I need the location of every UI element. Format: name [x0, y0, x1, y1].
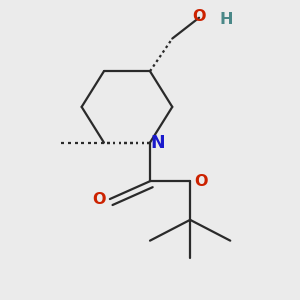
Text: N: N: [150, 134, 165, 152]
Text: O: O: [192, 9, 206, 24]
Text: H: H: [219, 12, 232, 27]
Text: O: O: [93, 191, 106, 206]
Text: O: O: [194, 174, 207, 189]
